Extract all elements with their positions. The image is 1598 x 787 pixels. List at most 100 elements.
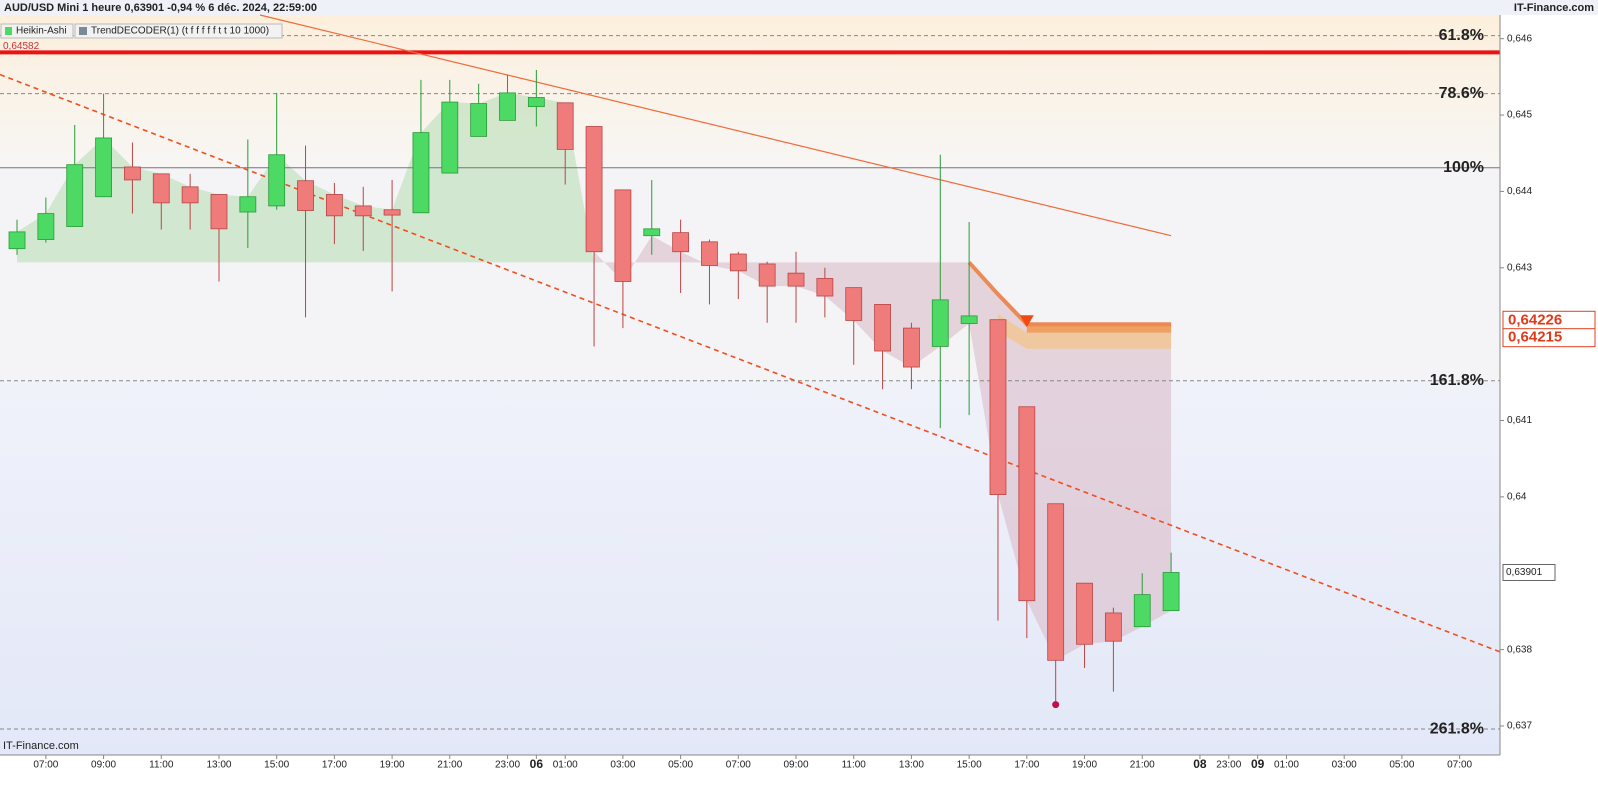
x-tick-label: 13:00 [899,760,924,771]
fib-label: 61.8% [1439,27,1484,44]
price-label: 0,64226 [1508,311,1562,328]
x-tick-label: 07:00 [726,760,751,771]
background [0,15,1500,755]
candle-body [585,126,603,253]
background-zone [0,15,1500,168]
candle-body [816,278,834,297]
x-tick-label: 09:00 [91,760,116,771]
candle-body [95,137,112,198]
plot [0,14,1501,730]
candle-body [903,327,920,368]
x-tick-label: 05:00 [1389,760,1414,771]
candle-body [527,97,545,108]
x-tick-label: 06 [530,757,544,771]
x-tick-label: 15:00 [957,760,982,771]
candle-body [931,299,949,347]
candle-body [1047,503,1065,661]
candle-body [124,166,141,181]
y-tick-label: 0,646 [1507,33,1532,44]
x-tick-label: 11:00 [842,760,867,771]
candle-body [297,180,314,211]
stop-band [997,314,1172,349]
candle-body [470,103,488,137]
source: IT-Finance.com [1514,2,1594,14]
watermark: IT-Finance.com [3,740,79,752]
legend-swatch [5,27,12,35]
fib-label: 100% [1443,159,1484,176]
candle-body [960,315,978,324]
y-tick-label: 0,641 [1507,415,1532,426]
x-tick-label: 03:00 [610,760,635,771]
candle-body [325,194,343,217]
x-tick-label: 09 [1251,757,1265,771]
y-tick-label: 0,637 [1507,721,1532,732]
candle-body [758,263,776,287]
x-tick-label: 07:00 [33,760,58,771]
candle-body [66,164,84,227]
signal-marker [1019,315,1034,328]
candle-body [1104,612,1122,642]
candle-body [441,101,459,174]
price-label-box [1502,328,1596,348]
legend-label: Heikin-Ashi [16,26,67,37]
candle-body [210,194,228,230]
x-tick-label: 21:00 [1130,760,1155,771]
x-tick-label: 19:00 [380,760,405,771]
candle-body [614,189,632,282]
x-tick-label: 07:00 [1447,760,1472,771]
candle-body [8,231,26,250]
candle-body [499,92,516,121]
candle-body [556,102,574,150]
price-label: 0,64215 [1508,329,1562,346]
x-tick-label: 17:00 [322,760,347,771]
candle-body [37,213,55,240]
legend-swatch [79,27,87,35]
x-tick-label: 08 [1193,757,1207,771]
fib-label: 78.6% [1439,85,1484,102]
y-tick-label: 0,644 [1507,186,1532,197]
x-tick-label: 01:00 [1274,760,1299,771]
candle-body [1162,572,1180,612]
header-bar [0,0,1598,15]
x-tick-label: 11:00 [149,760,174,771]
candle-body [152,173,170,204]
candle-body [989,319,1007,495]
y-tick-label: 0,64 [1507,492,1527,503]
y-tick-label: 0,638 [1507,644,1532,655]
resistance-label: 0,64582 [3,41,40,52]
trendline [259,14,1172,237]
low-marker [1052,701,1060,709]
legend-label: TrendDECODER(1) (t f f f f f t t 10 1000… [91,26,269,37]
price-label-box [1502,563,1556,581]
chart-title: AUD/USD Mini 1 heure 0,63901 -0,94 % 6 d… [4,2,317,14]
x-tick-label: 13:00 [206,760,231,771]
candle-body [874,304,891,352]
x-tick-label: 05:00 [668,760,693,771]
candle-body [268,154,286,207]
x-tick-label: 19:00 [1072,760,1097,771]
candle-body [1076,582,1093,645]
candle-body [672,232,690,253]
candle-body [181,186,199,204]
x-tick-label: 21:00 [437,760,462,771]
candle-body [787,272,805,287]
candle-body [383,209,401,216]
x-tick-label: 17:00 [1014,760,1039,771]
candle-body [1133,594,1151,628]
trendline [0,73,1501,653]
candle-body [354,205,372,217]
y-tick-label: 0,645 [1507,110,1532,121]
candle-body [845,287,863,321]
candle-body [412,132,430,214]
x-tick-label: 23:00 [1216,760,1241,771]
legend-box [74,23,283,39]
price-label: 0,63901 [1506,567,1543,578]
x-tick-label: 03:00 [1332,760,1357,771]
x-tick-label: 15:00 [264,760,289,771]
x-tick-label: 23:00 [495,760,520,771]
legend-box [0,23,74,39]
y-tick-label: 0,643 [1507,262,1532,273]
stop-line [967,261,1172,327]
fib-label: 161.8% [1430,372,1484,389]
